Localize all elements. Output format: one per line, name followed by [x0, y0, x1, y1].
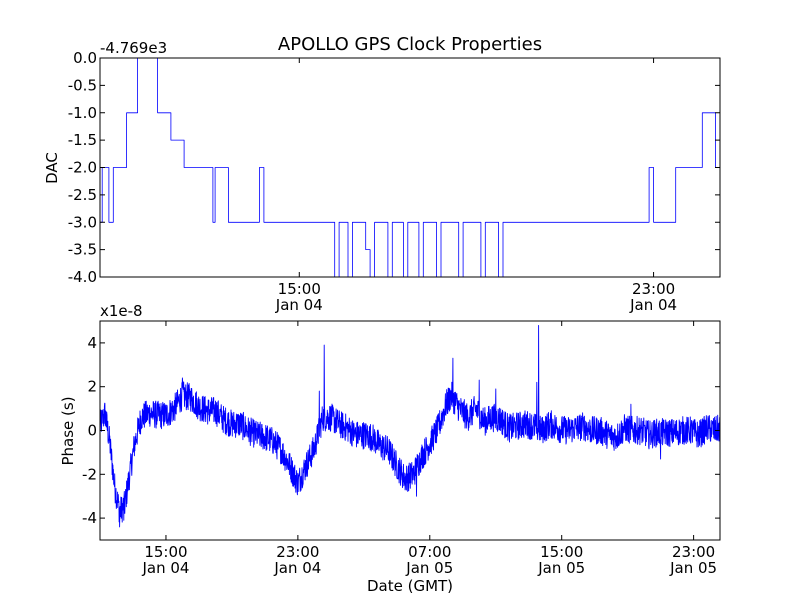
phase-x-axis-label: Date (GMT): [367, 577, 453, 595]
phase-x-tick-date: Jan 05: [669, 559, 717, 577]
phase-y-tick-label: 0: [87, 422, 97, 440]
dac-y-tick-label: -0.5: [68, 76, 97, 94]
phase-x-tick-date: Jan 04: [273, 559, 321, 577]
phase-offset-label: x1e-8: [100, 302, 143, 320]
phase-x-tick-time: 15:00: [144, 543, 187, 561]
phase-x-tick-date: Jan 04: [141, 559, 189, 577]
dac-y-tick-label: -2.5: [68, 186, 97, 204]
phase-x-tick-time: 07:00: [408, 543, 451, 561]
dac-series-line: [100, 58, 720, 277]
dac-panel: -4.769e3 DAC 0.0 -0.5 -1.0 -1.5 -2.0 -2.5 -3.0…: [43, 39, 721, 314]
phase-x-tick-time: 15:00: [540, 543, 583, 561]
dac-y-tick-label: -3.5: [68, 241, 97, 259]
phase-y-tick-label: -4: [82, 509, 97, 527]
dac-offset-label: -4.769e3: [100, 39, 167, 57]
phase-y-axis-label: Phase (s): [59, 396, 77, 465]
phase-x-tick-date: Jan 05: [405, 559, 453, 577]
dac-x-tick-date: Jan 04: [629, 296, 677, 314]
dac-x-tick-time: 23:00: [632, 280, 675, 298]
phase-x-tick-time: 23:00: [672, 543, 715, 561]
dac-y-tick-label: -1.5: [68, 131, 97, 149]
phase-y-tick-label: 4: [87, 334, 97, 352]
dac-y-tick-label: -3.0: [68, 213, 97, 231]
dac-y-axis-label: DAC: [43, 152, 61, 184]
dac-y-tick-label: 0.0: [73, 49, 97, 67]
phase-x-tick-date: Jan 05: [537, 559, 585, 577]
phase-panel: x1e-8 Phase (s) Date (GMT) -4-202415:00J…: [59, 302, 721, 595]
phase-y-tick-label: 2: [87, 378, 97, 396]
phase-y-tick-label: -2: [82, 465, 97, 483]
dac-x-tick-time: 15:00: [278, 280, 321, 298]
dac-x-tick-date: Jan 04: [275, 296, 323, 314]
dac-y-tick-label: -1.0: [68, 104, 97, 122]
dac-y-tick-label: -4.0: [68, 268, 97, 286]
dac-y-tick-label: -2.0: [68, 159, 97, 177]
phase-x-tick-time: 23:00: [276, 543, 319, 561]
figure-title: APOLLO GPS Clock Properties: [278, 34, 542, 55]
phase-series-line: [100, 324, 720, 528]
